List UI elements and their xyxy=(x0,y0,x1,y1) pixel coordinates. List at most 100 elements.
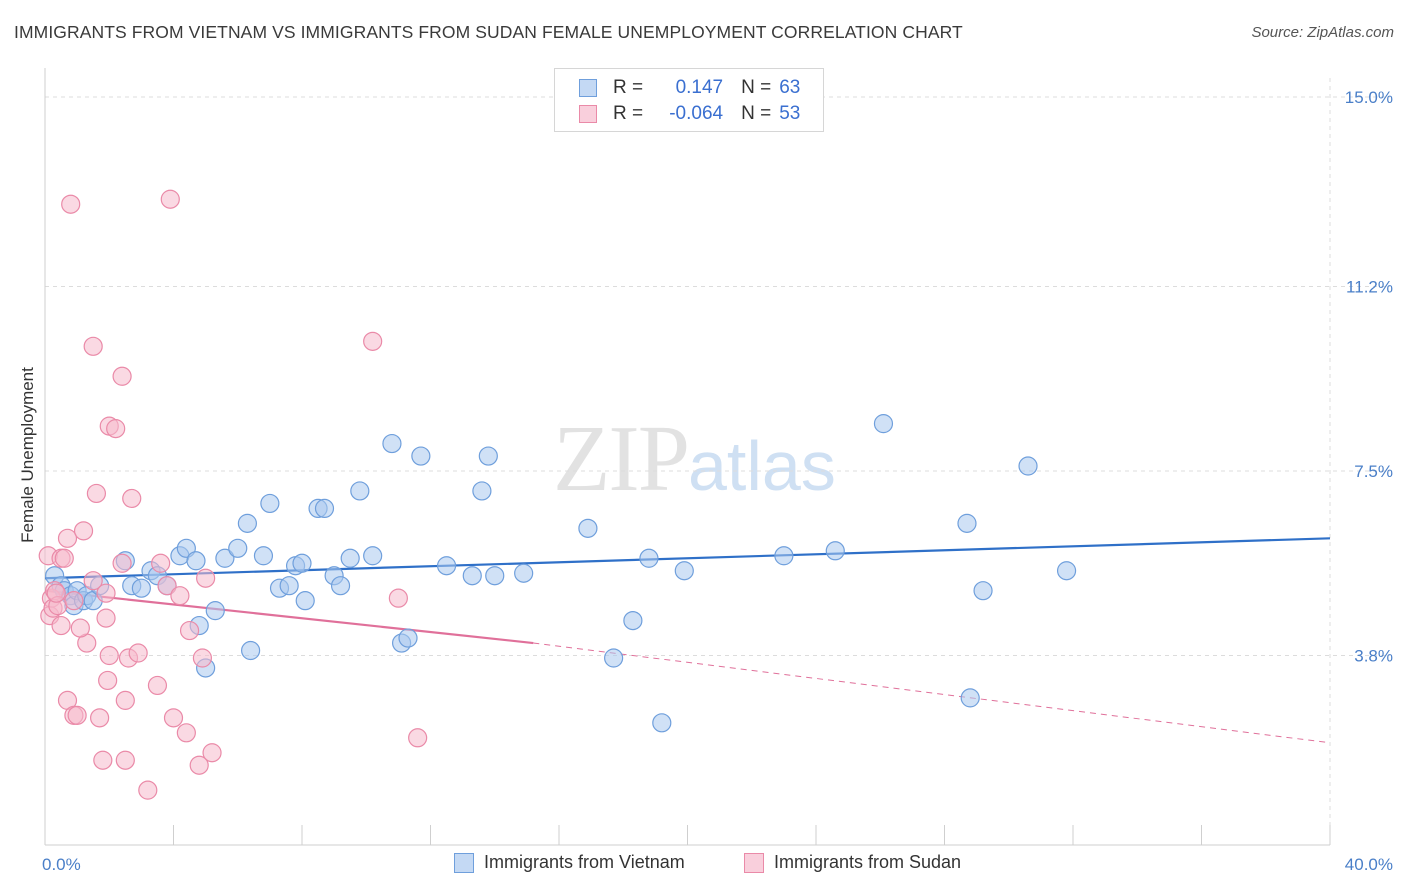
vietnam-point-61 xyxy=(973,581,993,601)
legend-row-vietnam: R = 0.147 N = 63 xyxy=(555,75,800,101)
legend-sudan-label: Immigrants from Sudan xyxy=(774,852,962,872)
sudan-point-25 xyxy=(99,645,119,666)
sudan-point-43 xyxy=(179,620,200,641)
vietnam-point-59 xyxy=(957,513,977,533)
vietnam-r-value: 0.147 xyxy=(675,77,724,98)
vietnam-point-40 xyxy=(382,433,402,454)
vietnam-point-58 xyxy=(873,414,894,434)
sudan-point-6 xyxy=(51,615,71,636)
axes xyxy=(44,68,1331,846)
vietnam-point-52 xyxy=(623,610,643,631)
vietnam-point-51 xyxy=(604,648,624,668)
sudan-point-9 xyxy=(57,528,78,548)
sudan-point-30 xyxy=(115,690,135,710)
sudan-point-48 xyxy=(363,331,383,351)
sudan-point-41 xyxy=(170,586,190,606)
vietnam-point-12 xyxy=(131,578,151,598)
vietnam-point-18 xyxy=(186,551,206,571)
vietnam-point-42 xyxy=(398,628,418,648)
watermark-atlas: atlas xyxy=(688,427,836,505)
sudan-r-label: R = xyxy=(613,103,644,124)
vietnam-point-36 xyxy=(330,576,351,596)
sudan-point-40 xyxy=(163,708,184,728)
series-sudan xyxy=(38,189,428,800)
sudan-point-8 xyxy=(54,548,74,568)
vietnam-point-55 xyxy=(674,561,694,581)
y-tick-label-0: 3.8% xyxy=(1354,647,1393,666)
vietnam-point-22 xyxy=(215,548,235,568)
sudan-point-19 xyxy=(86,483,107,504)
sudan-point-22 xyxy=(96,608,116,628)
sudan-point-46 xyxy=(196,568,216,588)
sudan-point-18 xyxy=(83,336,103,356)
sudan-point-45 xyxy=(192,648,213,668)
sudan-point-12 xyxy=(64,591,84,611)
sudan-point-33 xyxy=(122,488,142,509)
grid-lines xyxy=(45,78,1390,845)
vietnam-point-57 xyxy=(825,541,845,561)
sudan-trend-line xyxy=(44,589,534,645)
vietnam-point-31 xyxy=(292,553,312,573)
vietnam-point-45 xyxy=(462,566,482,586)
chart-title: IMMIGRANTS FROM VIETNAM VS IMMIGRANTS FR… xyxy=(14,22,963,42)
sudan-point-29 xyxy=(112,553,132,573)
legend-vietnam-swatch xyxy=(454,852,474,873)
vietnam-point-32 xyxy=(295,591,315,611)
vietnam-point-47 xyxy=(478,446,498,466)
vietnam-n-value: 63 xyxy=(779,77,801,98)
tick-labels: 3.8% 7.5% 11.2% 15.0% 0.0% 40.0% xyxy=(42,88,1393,874)
vietnam-point-49 xyxy=(514,563,534,583)
vietnam-n-label: N = xyxy=(741,77,772,98)
vietnam-point-23 xyxy=(228,538,248,558)
vietnam-point-56 xyxy=(774,546,794,566)
sudan-point-14 xyxy=(67,705,87,725)
y-tick-label-2: 11.2% xyxy=(1346,277,1393,296)
x-tick-label-min: 0.0% xyxy=(42,855,81,874)
sudan-point-50 xyxy=(408,728,428,748)
y-tick-label-1: 7.5% xyxy=(1354,462,1393,481)
sudan-point-36 xyxy=(147,675,168,696)
legend-vietnam-label: Immigrants from Vietnam xyxy=(484,852,685,872)
vietnam-r-label: R = xyxy=(613,77,644,98)
vietnam-point-21 xyxy=(205,601,225,621)
sudan-point-21 xyxy=(93,750,113,770)
sudan-point-15 xyxy=(73,521,94,541)
vietnam-point-27 xyxy=(260,493,280,514)
sudan-point-31 xyxy=(115,750,135,770)
sudan-point-52 xyxy=(46,583,66,603)
vietnam-point-63 xyxy=(1056,561,1077,581)
vietnam-point-25 xyxy=(241,640,261,661)
sudan-trend-extension xyxy=(533,642,1331,744)
stats-legend: R = 0.147 N = 63 R = -0.064 N = 53 xyxy=(554,68,824,132)
sudan-point-42 xyxy=(176,723,196,743)
vietnam-point-50 xyxy=(578,518,598,538)
legend-item-vietnam[interactable]: Immigrants from Vietnam xyxy=(454,852,685,873)
vietnam-point-60 xyxy=(960,688,980,708)
sudan-swatch xyxy=(579,105,597,123)
vietnam-point-53 xyxy=(639,548,659,568)
vietnam-point-43 xyxy=(411,446,431,466)
sudan-point-24 xyxy=(98,670,118,691)
sudan-r-value: -0.064 xyxy=(669,103,724,124)
sudan-point-35 xyxy=(138,780,158,800)
sudan-point-34 xyxy=(128,643,148,663)
trend-lines xyxy=(44,537,1331,744)
legend-item-sudan[interactable]: Immigrants from Sudan xyxy=(744,852,961,873)
vietnam-point-29 xyxy=(279,576,299,596)
watermark: ZIPatlas xyxy=(553,405,836,513)
legend-sudan-swatch xyxy=(744,852,764,873)
sudan-point-17 xyxy=(83,571,103,591)
sudan-point-11 xyxy=(61,194,81,214)
sudan-point-51 xyxy=(70,618,90,638)
sudan-point-28 xyxy=(112,366,132,386)
vietnam-point-44 xyxy=(436,556,457,576)
vietnam-swatch xyxy=(579,79,597,97)
sudan-n-value: 53 xyxy=(779,103,801,124)
sudan-point-20 xyxy=(90,708,110,728)
sudan-point-37 xyxy=(151,553,171,573)
vietnam-point-54 xyxy=(652,713,672,733)
x-tick-label-max: 40.0% xyxy=(1345,855,1393,874)
chart-source: Source: ZipAtlas.com xyxy=(1251,24,1394,41)
vietnam-point-48 xyxy=(485,566,505,586)
